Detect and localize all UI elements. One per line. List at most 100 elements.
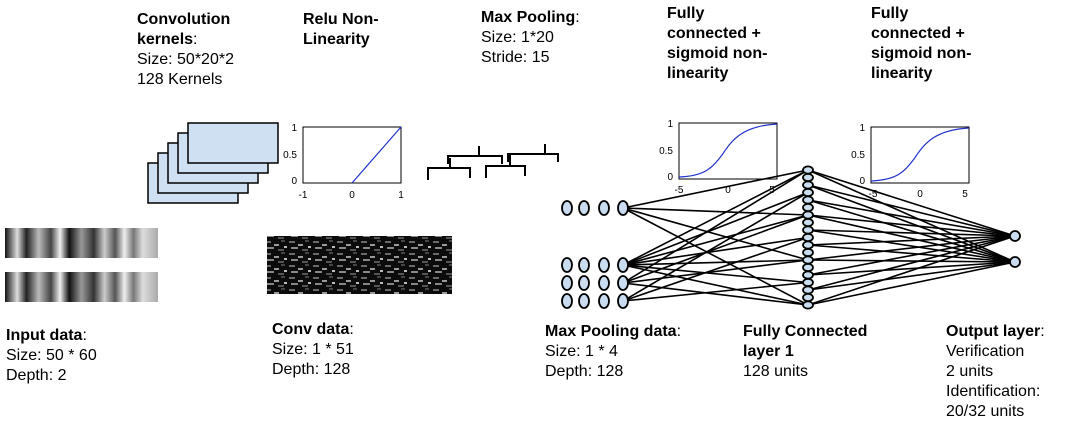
relu-ytick-0: 0 xyxy=(291,176,297,187)
fc-node xyxy=(802,277,814,287)
output-layer-label: Output layer: Verification 2 units Ident… xyxy=(946,323,1045,420)
conv-data-image xyxy=(267,236,452,294)
edge-fc-out xyxy=(807,235,1016,276)
conv-data-label: Conv data: Size: 1 * 51 Depth: 128 xyxy=(272,321,354,378)
fc-node xyxy=(802,202,814,212)
edge-fc-out xyxy=(807,235,1016,291)
edge-pool-fc xyxy=(622,169,809,209)
fc-node xyxy=(802,210,814,220)
fc-node xyxy=(802,195,814,205)
fc-node xyxy=(802,217,814,227)
edge-pool-fc xyxy=(622,191,809,302)
edge-fc-out xyxy=(807,199,1016,237)
edge-fc-out xyxy=(807,244,1016,263)
relu-label: Relu Non- Linearity xyxy=(303,11,379,48)
edge-pool-fc xyxy=(622,236,809,266)
fc-node xyxy=(802,225,814,235)
edge-pool-fc xyxy=(622,282,809,306)
edge-fc-out xyxy=(807,214,1016,263)
max-pool-node xyxy=(617,275,629,291)
svg-text:1: 1 xyxy=(667,119,673,130)
edge-fc-out xyxy=(807,261,1016,291)
svg-text:5: 5 xyxy=(962,189,968,200)
relu-xtick-1: 1 xyxy=(398,190,404,201)
edge-fc-out xyxy=(807,261,1016,306)
relu-ytick-1: 1 xyxy=(291,123,297,134)
max-pool-data-label: Max Pooling data: Size: 1 * 4 Depth: 128 xyxy=(545,323,682,380)
input-image-2 xyxy=(5,272,158,302)
conv-kernels-label: Convolution kernels: Size: 50*20*2 128 K… xyxy=(137,11,234,88)
max-pool-node xyxy=(617,200,629,216)
edge-pool-fc xyxy=(622,264,809,284)
edge-fc-out xyxy=(807,214,1016,237)
input-image-1 xyxy=(5,228,158,258)
svg-text:0.5: 0.5 xyxy=(659,146,673,157)
fc-node xyxy=(802,187,814,197)
max-pooling-stride: Stride: 15 xyxy=(481,49,550,66)
fc-node xyxy=(802,255,814,265)
svg-text:5: 5 xyxy=(769,185,775,196)
svg-text:0.5: 0.5 xyxy=(851,150,865,161)
edge-fc-out xyxy=(807,184,1016,237)
relu-ytick-05: 0.5 xyxy=(283,150,297,161)
edge-fc-out xyxy=(807,235,1016,261)
max-pool-node xyxy=(617,257,629,273)
fc-node xyxy=(802,285,814,295)
input-data-label: Input data: Size: 50 * 60 Depth: 2 xyxy=(6,327,97,384)
max-pool-node xyxy=(578,275,590,291)
max-pooling-size: Size: 1*20 xyxy=(481,29,554,46)
svg-text:-5: -5 xyxy=(869,189,878,200)
svg-text:0: 0 xyxy=(859,176,865,187)
max-pool-node xyxy=(598,257,610,273)
fc-node xyxy=(802,232,814,242)
fc-node xyxy=(802,292,814,302)
edge-fc-out xyxy=(807,261,1016,276)
output-node xyxy=(1009,256,1021,268)
max-pool-node xyxy=(561,200,573,216)
edge-fc-out xyxy=(807,259,1016,263)
max-pool-node xyxy=(578,293,590,309)
fc2-label: Fully connected + sigmoid non- linearity xyxy=(871,5,972,82)
edge-pool-fc xyxy=(622,169,809,284)
svg-text:0: 0 xyxy=(725,185,731,196)
max-pool-node xyxy=(561,275,573,291)
max-pool-node xyxy=(561,293,573,309)
fc-node xyxy=(802,180,814,190)
max-pooling-bracket-icon xyxy=(427,144,559,180)
edge-pool-fc xyxy=(622,169,809,266)
svg-text:1: 1 xyxy=(859,123,865,134)
edge-pool-fc xyxy=(622,207,809,216)
fc-node xyxy=(802,172,814,182)
edge-pool-fc xyxy=(622,281,809,302)
conv-kernel-stack xyxy=(147,122,279,204)
max-pooling-title: Max Pooling xyxy=(481,9,576,26)
fc1-label: Fully connected + sigmoid non- linearity xyxy=(667,5,768,82)
svg-text:0: 0 xyxy=(667,172,673,183)
max-pool-node xyxy=(598,293,610,309)
max-pool-node xyxy=(598,200,610,216)
edge-fc-out xyxy=(807,229,1016,263)
max-pool-node xyxy=(617,293,629,309)
edge-pool-fc xyxy=(622,214,809,266)
edge-fc-out xyxy=(807,184,1016,263)
relu-xtick-neg1: -1 xyxy=(299,190,308,201)
fc-layer1-label: Fully Connected layer 1 128 units xyxy=(743,323,868,380)
max-pool-node xyxy=(561,257,573,273)
conv-kernels-size: Size: 50*20*2 xyxy=(137,51,234,68)
edge-pool-fc xyxy=(622,214,809,284)
edge-fc-out xyxy=(807,235,1016,246)
edge-pool-fc xyxy=(622,236,809,302)
edge-fc-out xyxy=(807,199,1016,263)
relu-plot: 1 0.5 0 -1 0 1 xyxy=(283,123,404,201)
fc-node xyxy=(802,300,814,310)
edge-pool-fc xyxy=(622,207,809,261)
network-edges xyxy=(622,169,1016,306)
output-node xyxy=(1009,230,1021,242)
sigmoid-plot-1: 1 0.5 0 -5 0 5 xyxy=(659,119,778,196)
edge-fc-out xyxy=(807,229,1016,237)
max-pool-node xyxy=(578,200,590,216)
fc-node xyxy=(802,247,814,257)
edge-fc-out xyxy=(807,235,1016,306)
fc-node xyxy=(802,165,814,175)
